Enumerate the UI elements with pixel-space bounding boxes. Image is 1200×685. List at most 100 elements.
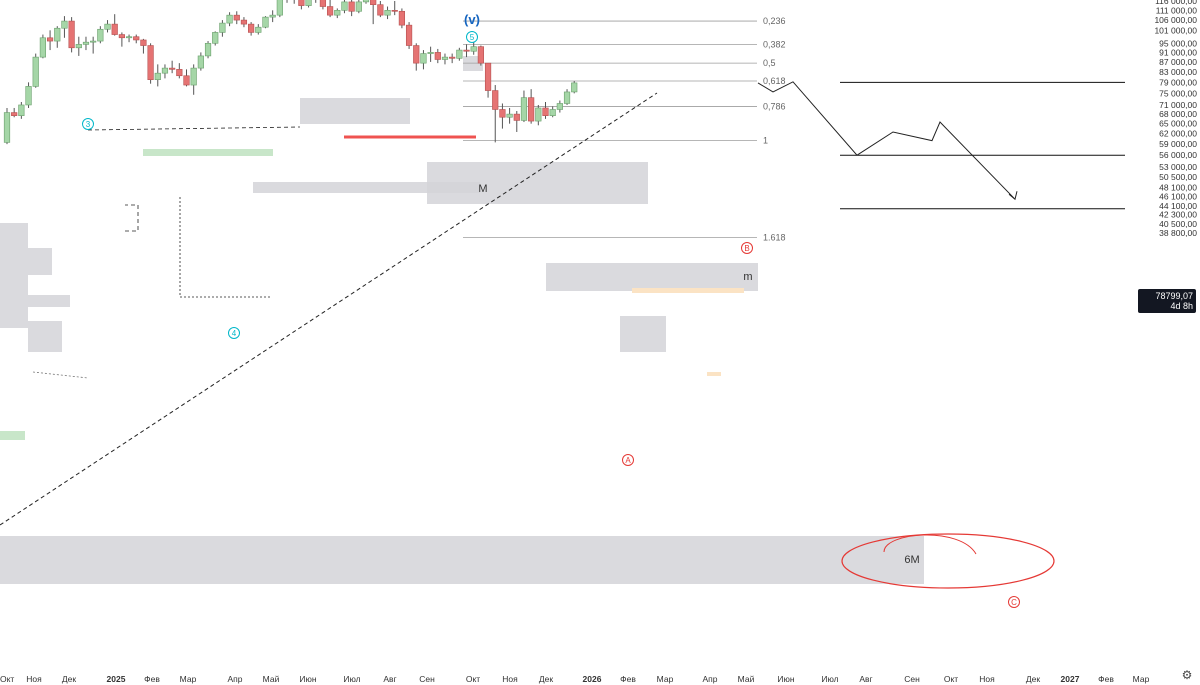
candle-body [549,109,556,116]
wave-label-3-circle [82,118,94,130]
candle-body [370,0,377,5]
wave-label-A-circle [622,454,634,466]
price-tick-label: 48 100,00 [1159,182,1197,192]
price-tick-label: 62 000,00 [1159,129,1197,139]
price-tick-label: 111 000,00 [1156,5,1198,15]
price-tick-label: 65 000,00 [1159,119,1197,129]
wave-label-A: A [625,456,631,465]
time-tick-label: Авг [859,674,872,684]
candle-body [484,62,492,91]
orange-zone [632,288,744,293]
candle-body [46,37,54,42]
candle-body [427,52,434,54]
candle-body [104,23,111,30]
price-tick-label: 40 500,00 [1159,219,1197,229]
candle-body [25,86,32,106]
zone-box [0,536,924,584]
candle-body [219,22,226,33]
wave-label-5: 5 [470,33,475,42]
price-tick-label: 75 000,00 [1159,88,1197,98]
price-tick-label: 101 000,00 [1154,25,1197,35]
candle-body [204,42,212,57]
wave-label-5-circle [466,31,478,43]
wave-label-C: C [1011,598,1017,607]
candle-body [355,1,362,12]
time-tick-label: 2025 [107,674,126,684]
zone-box [28,248,52,275]
candle-body [118,34,125,39]
settings-icon[interactable]: ⚙ [1181,668,1193,682]
candle-body [384,10,391,16]
candle-body [513,113,520,121]
candle-body [334,10,341,16]
time-tick-label: Июн [299,674,316,684]
candlestick-series [3,0,578,145]
zone-box [0,223,28,328]
candle-body [226,14,233,24]
time-tick-label: Ноя [26,674,42,684]
fib-level-label: 0,236 [763,16,786,26]
candle-body [32,56,39,87]
zone-box [546,263,758,291]
dashed-bracket [125,204,139,232]
time-tick-label: Мар [657,674,674,684]
candle-body [520,97,528,121]
candle-body [362,0,370,3]
time-tick-label: Дек [539,674,553,684]
candle-body [506,113,513,118]
price-tick-label: 50 500,00 [1159,172,1197,182]
fib-level-label: 0,382 [763,39,786,49]
horizontal-levels [840,81,1125,210]
candle-body [456,49,463,59]
current-price-label: 78799,07 4d 8h [1138,289,1196,313]
price-tick-label: 106 000,00 [1154,15,1197,25]
price-tick-label: 38 800,00 [1159,228,1197,238]
wave-label-3: 3 [86,120,91,129]
candle-body [97,28,104,42]
candle-body [61,20,68,29]
candle-body [212,32,219,44]
price-axis[interactable]: 140 000,00132 000,00124 000,00116 000,00… [1154,0,1197,238]
price-tick-label: 71 000,00 [1159,100,1197,110]
target-scribble [883,534,977,555]
wave-label-4: 4 [232,329,237,338]
candle-body [169,67,176,70]
time-tick-label: Мар [1133,674,1150,684]
candle-body [75,44,82,49]
candle-body [233,14,240,21]
price-tick-label: 95 000,00 [1159,38,1197,48]
dotted-line [32,371,89,379]
zone-box [620,316,666,352]
candle-body [125,36,133,39]
price-tick-label: 68 000,00 [1159,109,1197,119]
price-tick-label: 83 000,00 [1159,67,1197,77]
candle-body [499,109,506,118]
candle-body [305,0,312,6]
zone-box [300,98,410,124]
time-tick-label: Авг [383,674,396,684]
candle-body [391,10,398,12]
candle-body [420,53,427,64]
candle-body [248,23,255,33]
current-price-countdown: 4d 8h [1170,301,1193,311]
time-tick-label: Окт [0,674,14,684]
time-tick-label: Дек [1026,674,1040,684]
time-tick-label: Ноя [502,674,518,684]
candle-body [176,69,183,77]
price-tick-label: 46 100,00 [1159,191,1197,201]
time-tick-label: Окт [466,674,480,684]
price-tick-label: 79 000,00 [1159,77,1197,87]
time-axis[interactable]: Окт Ноя Дек 2025 Фев Мар Апр Май Июн Июл Авг Сен Окт… [0,674,1150,684]
zone-label-6M: 6M [904,554,919,566]
time-tick-label: 2027 [1061,674,1080,684]
time-tick-label: Июл [821,674,838,684]
target-ellipse [841,533,1055,589]
forecast-arrowhead [1008,191,1018,201]
candle-body [492,90,499,110]
time-tick-label: Сен [904,674,920,684]
green-zone [0,431,25,440]
dotted-bracket [179,197,270,298]
candle-body [39,37,46,58]
candle-body [434,52,441,60]
